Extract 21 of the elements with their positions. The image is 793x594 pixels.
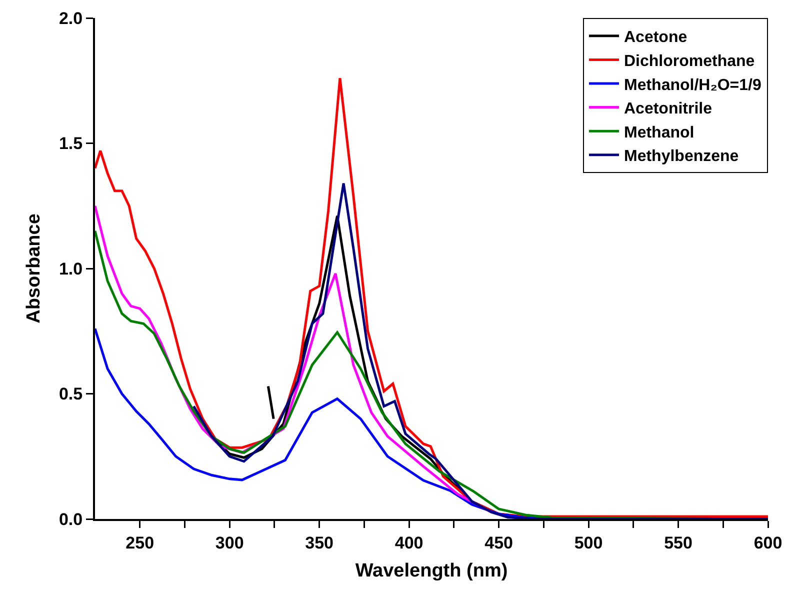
y-tick-label: 0.5	[58, 384, 83, 404]
x-tick-label: 350	[305, 533, 334, 552]
y-tick-label: 1.5	[58, 134, 83, 154]
x-axis-title: Wavelength (nm)	[355, 560, 508, 582]
legend-label: Dichloromethane	[624, 52, 755, 70]
x-tick-label: 600	[754, 533, 782, 552]
x-tick-label: 550	[664, 533, 692, 552]
x-tick-label: 450	[484, 533, 513, 552]
y-tick-label: 2.0	[58, 8, 83, 28]
legend-label: Acetonitrile	[624, 100, 712, 118]
x-tick-label: 400	[394, 533, 424, 552]
y-tick-label: 0.0	[58, 510, 83, 529]
y-tick-label: 1.0	[58, 259, 83, 278]
x-tick-label: 250	[126, 533, 154, 552]
y-axis-title: Absorbance	[23, 214, 44, 324]
legend-label: Methanol	[624, 124, 694, 142]
x-tick-label: 300	[215, 533, 244, 552]
x-tick-label: 500	[574, 533, 603, 552]
legend-label: Acetone	[624, 29, 688, 46]
legend-label: Methylbenzene	[624, 148, 739, 166]
legend-label: Methanol/H₂O=1/9	[624, 76, 762, 94]
